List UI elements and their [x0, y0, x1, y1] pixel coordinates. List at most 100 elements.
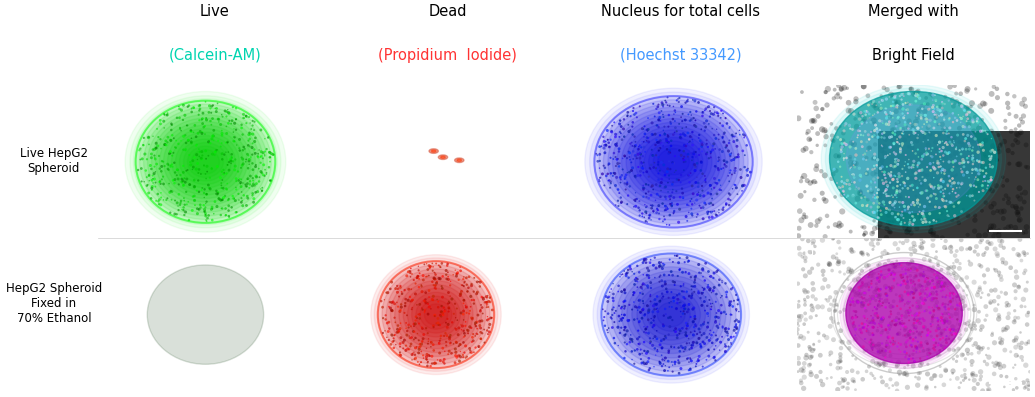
Point [795, 335, 811, 341]
Point [934, 112, 950, 118]
Point [200, 182, 216, 188]
Point [657, 183, 674, 190]
Point [459, 304, 475, 310]
Point [922, 181, 939, 188]
Point [684, 97, 701, 103]
Point [886, 127, 903, 133]
Point [882, 376, 898, 383]
Point [638, 260, 654, 266]
Point [998, 260, 1014, 266]
Point [629, 307, 646, 313]
Point [938, 139, 954, 145]
Point [939, 131, 955, 137]
Point [928, 249, 945, 255]
Point [616, 299, 632, 305]
Point [669, 252, 685, 259]
Point [929, 106, 946, 113]
Point [791, 335, 807, 341]
Point [889, 387, 906, 394]
Point [645, 152, 661, 159]
Point [900, 194, 917, 200]
Point [245, 127, 262, 133]
Ellipse shape [140, 104, 271, 220]
Point [856, 224, 873, 231]
Point [700, 190, 716, 196]
Point [645, 186, 661, 193]
Point [975, 178, 992, 185]
Point [841, 181, 858, 188]
Point [686, 289, 703, 295]
Point [866, 155, 883, 161]
Point [825, 254, 841, 260]
Point [939, 208, 955, 214]
Point [233, 179, 249, 186]
Point [938, 139, 954, 146]
Point [660, 150, 677, 157]
Point [882, 229, 898, 235]
Point [612, 129, 628, 135]
Point [929, 322, 946, 328]
Point [890, 84, 907, 90]
Point [624, 131, 641, 138]
Point [857, 321, 874, 328]
Point [889, 161, 906, 168]
Point [884, 357, 900, 364]
Point [199, 117, 215, 123]
Point [654, 291, 671, 297]
Point [611, 146, 627, 152]
Point [834, 144, 851, 150]
Point [981, 241, 998, 247]
Point [198, 175, 214, 182]
Point [896, 119, 913, 125]
Point [867, 171, 884, 177]
Point [888, 314, 905, 321]
Point [1015, 296, 1032, 303]
Point [881, 267, 897, 273]
Point [855, 132, 871, 139]
Point [881, 121, 897, 128]
Point [848, 186, 864, 193]
Point [690, 146, 707, 152]
Point [624, 306, 641, 313]
Point [420, 335, 437, 342]
Point [397, 347, 414, 354]
Point [175, 207, 191, 214]
Point [228, 116, 244, 122]
Point [728, 292, 744, 298]
Point [790, 313, 806, 320]
Point [705, 287, 721, 294]
Point [972, 128, 988, 135]
Point [146, 155, 162, 161]
Point [605, 304, 622, 310]
Point [412, 315, 428, 322]
Point [682, 355, 699, 361]
Point [453, 310, 470, 316]
Point [978, 170, 995, 177]
Point [939, 141, 955, 147]
Point [918, 116, 935, 122]
Point [622, 336, 639, 342]
Point [599, 137, 616, 143]
Point [842, 108, 859, 114]
Point [888, 100, 905, 106]
Point [863, 342, 880, 348]
Point [686, 149, 703, 155]
Point [851, 284, 867, 291]
Point [827, 308, 844, 314]
Point [879, 183, 895, 189]
Point [188, 141, 205, 148]
Point [438, 267, 454, 274]
Point [650, 207, 667, 213]
Point [1009, 251, 1026, 258]
Point [627, 198, 644, 204]
Point [946, 331, 963, 337]
Point [650, 139, 667, 145]
Point [863, 270, 880, 276]
Point [638, 209, 654, 215]
Point [718, 289, 735, 295]
Point [227, 163, 243, 169]
Point [833, 178, 850, 185]
Point [990, 270, 1007, 276]
Point [1011, 217, 1028, 224]
Point [640, 265, 656, 272]
